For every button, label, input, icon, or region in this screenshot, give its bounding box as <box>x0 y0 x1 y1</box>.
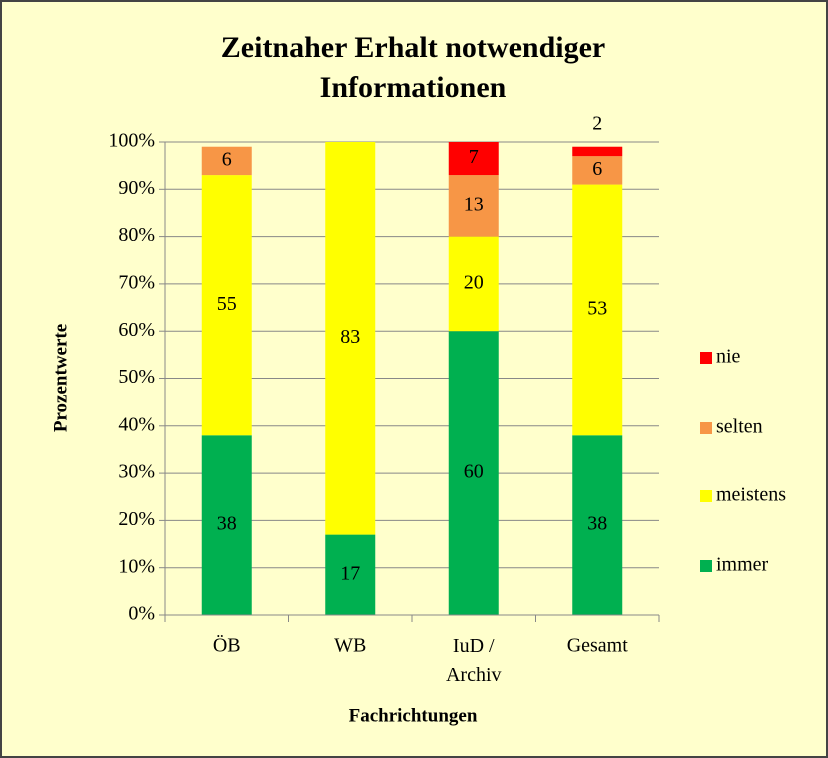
data-label: 53 <box>587 298 607 320</box>
bar-segment <box>572 435 623 615</box>
bar-segment <box>572 156 623 185</box>
y-tick-label: 30% <box>118 461 155 483</box>
y-tick-label: 0% <box>128 603 155 625</box>
y-tick-label: 20% <box>118 508 155 530</box>
data-label: 17 <box>340 562 360 584</box>
y-tick-label: 40% <box>118 413 155 435</box>
y-tick-label: 80% <box>118 224 155 246</box>
legend-swatch <box>700 422 712 434</box>
data-label: 55 <box>217 293 237 315</box>
y-tick-label: 90% <box>118 177 155 199</box>
bar-segment <box>572 184 623 436</box>
x-tick-label: IuD / Archiv <box>446 635 502 686</box>
legend-swatch <box>700 352 712 364</box>
data-label: 83 <box>340 326 360 348</box>
bar-segment <box>201 175 252 436</box>
bar-segment <box>448 236 499 332</box>
bar-segment <box>448 331 499 615</box>
bar-segment <box>201 435 252 615</box>
data-label: 20 <box>464 271 484 293</box>
legend-swatch <box>700 560 712 572</box>
y-tick-label: 60% <box>118 319 155 341</box>
data-label: 6 <box>222 149 232 171</box>
data-label: 6 <box>592 158 602 180</box>
legend-label: immer <box>716 554 769 576</box>
bar-segment <box>325 534 376 615</box>
legend-label: nie <box>716 346 741 368</box>
x-tick-label: ÖB <box>213 634 241 657</box>
y-tick-label: 100% <box>108 130 155 152</box>
y-axis-title: Prozentwerte <box>50 324 71 432</box>
x-tick-label: WB <box>334 635 366 657</box>
legend-swatch <box>700 490 712 502</box>
x-axis-title: Fachrichtungen <box>349 705 478 726</box>
data-label: 7 <box>469 146 479 168</box>
bar-segment <box>201 146 252 176</box>
data-label: 60 <box>464 461 484 483</box>
data-label: 2 <box>592 112 602 134</box>
bar-segment <box>448 142 499 176</box>
bar-segment <box>448 175 499 237</box>
y-tick-label: 70% <box>118 271 155 293</box>
legend-label: meistens <box>716 484 786 506</box>
data-label: 38 <box>587 513 607 535</box>
bar-segment <box>325 142 376 535</box>
x-tick-label: Gesamt <box>567 635 629 657</box>
data-label: 38 <box>217 513 237 535</box>
data-label: 13 <box>464 193 484 215</box>
legend-label: selten <box>716 416 763 438</box>
y-tick-label: 50% <box>118 366 155 388</box>
bar-segment <box>572 146 623 157</box>
chart-title: Zeitnaher Erhalt notwendiger Informatione… <box>221 31 605 104</box>
y-tick-label: 10% <box>118 555 155 577</box>
